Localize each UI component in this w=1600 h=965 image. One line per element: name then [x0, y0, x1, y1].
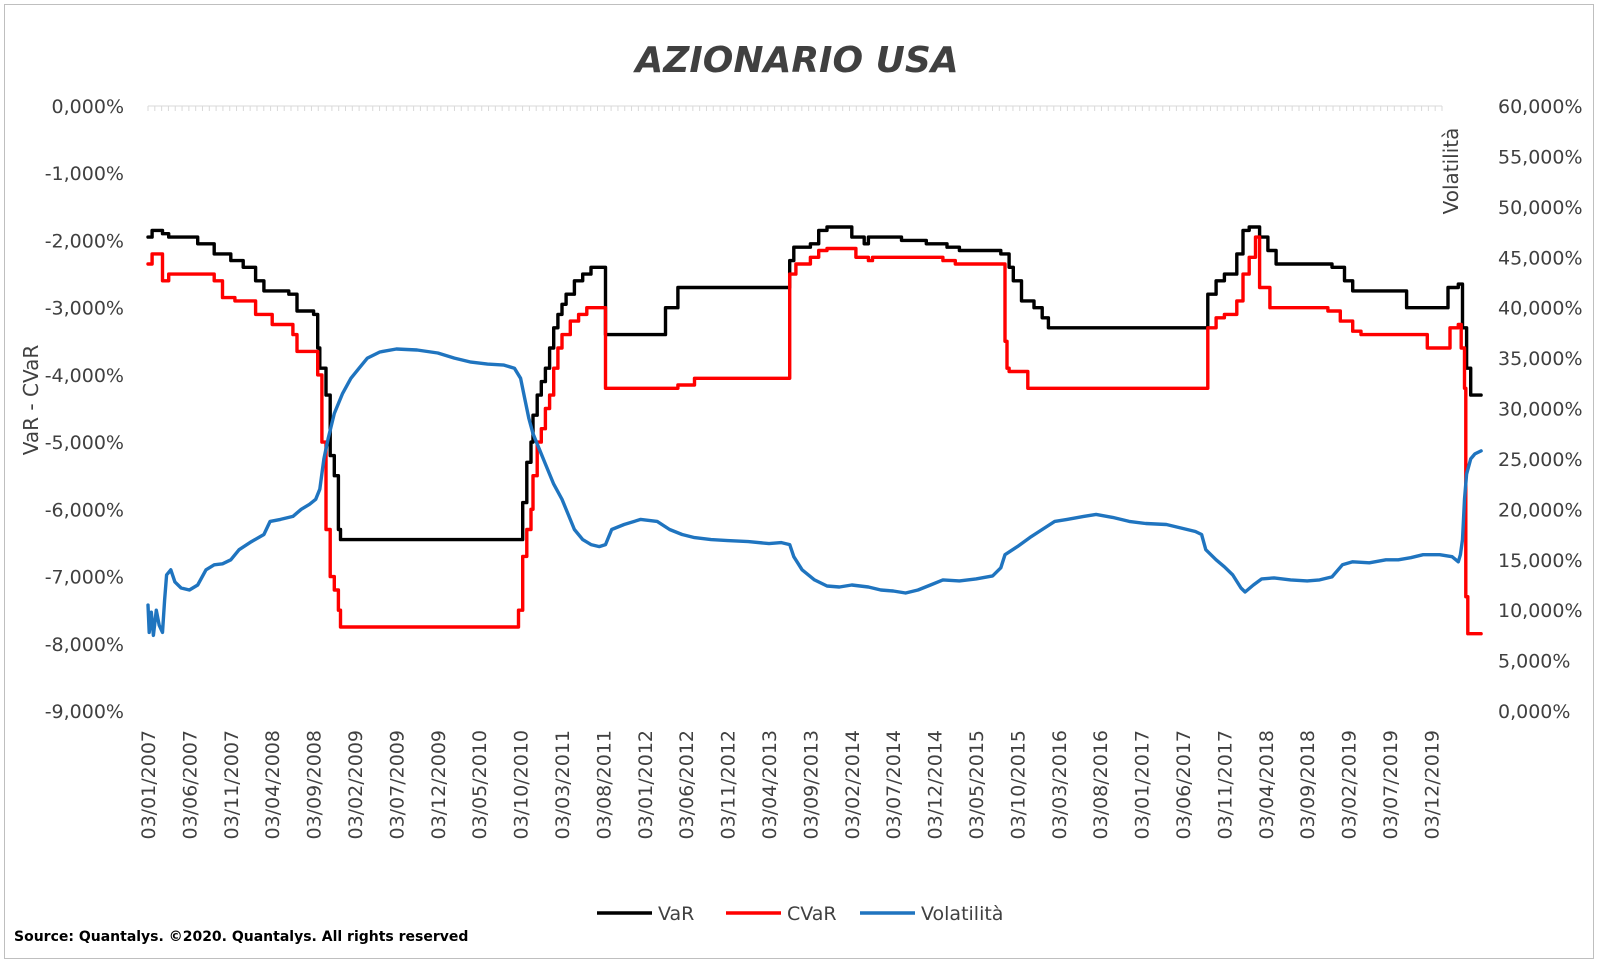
y2-tick-label: 20,000% [1498, 499, 1583, 521]
y2-axis-label: Volatilità [1439, 128, 1463, 215]
y-tick-label: -4,000% [45, 365, 124, 387]
x-tick-label: 03/12/2009 [428, 730, 450, 840]
x-tick-label: 03/07/2014 [883, 730, 905, 840]
y2-tick-label: 5,000% [1498, 651, 1570, 673]
y-tick-label: -8,000% [45, 634, 124, 656]
y2-tick-label: 60,000% [1498, 96, 1583, 118]
x-tick-label: 03/09/2018 [1297, 730, 1319, 840]
chart-frame [4, 4, 1594, 959]
y2-tick-label: 45,000% [1498, 247, 1583, 269]
y2-tick-label: 30,000% [1498, 399, 1583, 421]
y2-tick-label: 10,000% [1498, 600, 1583, 622]
x-tick-label: 03/12/2014 [925, 730, 947, 840]
source-note: Source: Quantalys. ©2020. Quantalys. All… [14, 929, 469, 945]
x-tick-label: 03/06/2017 [1173, 730, 1195, 840]
series-layer [146, 225, 1483, 638]
y-tick-label: -3,000% [45, 298, 124, 320]
x-tick-label: 03/09/2013 [800, 730, 822, 840]
y-tick-label: -9,000% [45, 701, 124, 723]
x-tick-label: 03/11/2012 [718, 730, 740, 840]
y2-tick-label: 40,000% [1498, 298, 1583, 320]
x-tick-label: 03/10/2015 [1007, 730, 1029, 840]
series-line-var [146, 225, 1483, 542]
x-tick-label: 03/12/2019 [1421, 730, 1443, 840]
x-tick-label: 03/09/2008 [304, 730, 326, 840]
y2-tick-label: 25,000% [1498, 449, 1583, 471]
x-tick-label: 03/04/2018 [1256, 730, 1278, 840]
x-tick-label: 03/03/2011 [552, 730, 574, 840]
x-tick-label: 03/04/2013 [759, 730, 781, 840]
x-tick-label: 03/01/2017 [1132, 730, 1154, 840]
x-tick-label: 03/07/2009 [386, 730, 408, 840]
y-tick-label: 0,000% [52, 96, 124, 118]
y2-tick-label: 15,000% [1498, 550, 1583, 572]
y-axis-label: VaR - CVaR [19, 345, 43, 456]
series-line-volatilit [146, 347, 1483, 638]
x-tick-label: 03/11/2007 [221, 730, 243, 840]
x-tick-label: 03/01/2012 [635, 730, 657, 840]
x-tick-label: 03/10/2010 [511, 730, 533, 840]
y2-tick-label: 55,000% [1498, 146, 1583, 168]
x-tick-label: 03/01/2007 [138, 730, 160, 840]
y-tick-label: -6,000% [45, 499, 124, 521]
y2-tick-label: 50,000% [1498, 197, 1583, 219]
x-tick-label: 03/08/2011 [593, 730, 615, 840]
x-tick-label: 03/03/2016 [1049, 730, 1071, 840]
legend: VaR CVaR Volatilità [597, 903, 1003, 925]
chart-title: AZIONARIO USA [632, 40, 958, 81]
x-tick-label: 03/05/2010 [469, 730, 491, 840]
x-tick-label: 03/02/2009 [345, 730, 367, 840]
y2-tick-label: 0,000% [1498, 701, 1570, 723]
x-tick-label: 03/06/2012 [676, 730, 698, 840]
x-tick-label: 03/06/2007 [179, 730, 201, 840]
legend-label: Volatilità [921, 903, 1003, 925]
y-tick-label: -1,000% [45, 163, 124, 185]
x-tick-label: 03/08/2016 [1090, 730, 1112, 840]
x-tick-label: 03/02/2019 [1339, 730, 1361, 840]
axes: 0,000% -1,000% -2,000% -3,000% -4,000% -5,000… [45, 96, 1583, 840]
y2-tick-label: 35,000% [1498, 348, 1583, 370]
x-tick-label: 03/05/2015 [966, 730, 988, 840]
legend-label: CVaR [787, 903, 837, 925]
y-tick-label: -2,000% [45, 230, 124, 252]
x-tick-label: 03/07/2019 [1380, 730, 1402, 840]
series-line-cvar [146, 235, 1483, 636]
x-tick-label: 03/11/2017 [1214, 730, 1236, 840]
y-tick-label: -7,000% [45, 567, 124, 589]
x-tick-label: 03/04/2008 [262, 730, 284, 840]
legend-label: VaR [658, 903, 694, 925]
x-tick-label: 03/02/2014 [842, 730, 864, 840]
y-tick-label: -5,000% [45, 432, 124, 454]
